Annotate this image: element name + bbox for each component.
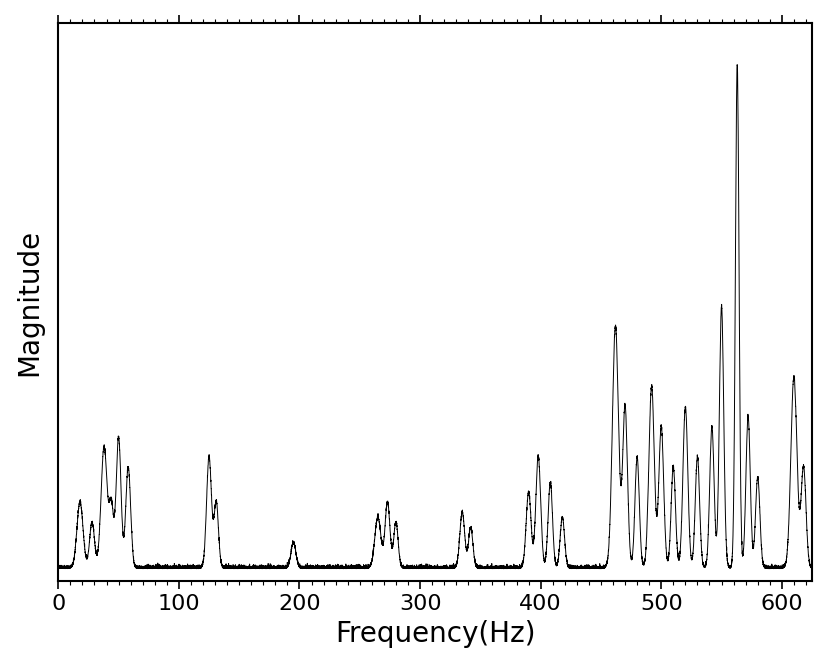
Y-axis label: Magnitude: Magnitude <box>15 229 43 376</box>
X-axis label: Frequency(Hz): Frequency(Hz) <box>335 620 535 648</box>
